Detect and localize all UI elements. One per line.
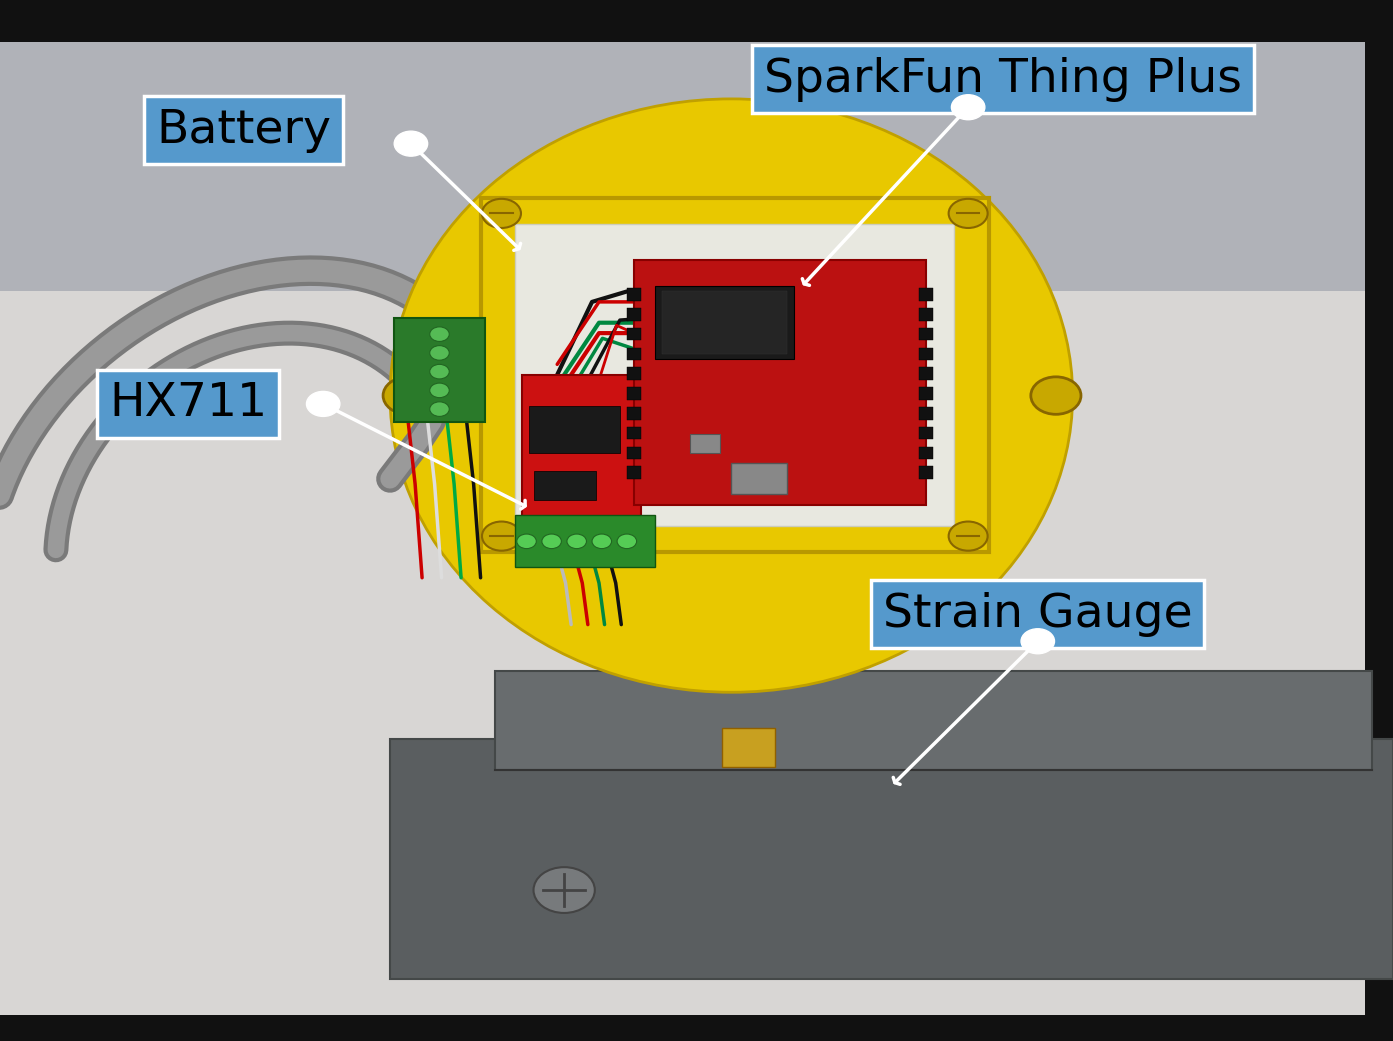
Circle shape [949,199,988,228]
Text: SparkFun Thing Plus: SparkFun Thing Plus [763,56,1243,102]
Circle shape [517,534,536,549]
FancyBboxPatch shape [919,328,933,340]
FancyBboxPatch shape [634,260,926,505]
FancyBboxPatch shape [1365,0,1393,1041]
FancyBboxPatch shape [534,471,596,500]
Circle shape [592,534,612,549]
FancyBboxPatch shape [655,286,794,359]
FancyBboxPatch shape [0,0,1393,42]
Circle shape [306,391,340,416]
FancyBboxPatch shape [394,318,485,422]
Circle shape [534,867,595,913]
FancyBboxPatch shape [627,308,641,321]
FancyBboxPatch shape [627,288,641,301]
FancyBboxPatch shape [919,427,933,439]
Text: HX711: HX711 [109,381,267,427]
FancyBboxPatch shape [0,291,1393,1041]
FancyBboxPatch shape [515,224,954,526]
FancyBboxPatch shape [690,434,720,453]
FancyBboxPatch shape [627,427,641,439]
Circle shape [1031,377,1081,414]
Circle shape [430,383,450,398]
FancyBboxPatch shape [390,739,1393,979]
Ellipse shape [390,99,1073,692]
FancyBboxPatch shape [919,288,933,301]
Circle shape [430,346,450,360]
Circle shape [1021,629,1055,654]
FancyBboxPatch shape [495,671,1372,770]
FancyBboxPatch shape [919,407,933,420]
FancyBboxPatch shape [919,308,933,321]
Circle shape [542,534,561,549]
FancyBboxPatch shape [0,1015,1393,1041]
FancyBboxPatch shape [919,447,933,459]
FancyBboxPatch shape [0,0,1393,291]
FancyBboxPatch shape [662,291,787,354]
Circle shape [949,522,988,551]
FancyBboxPatch shape [627,348,641,360]
FancyBboxPatch shape [627,447,641,459]
FancyBboxPatch shape [722,728,775,767]
FancyBboxPatch shape [522,375,641,520]
Circle shape [394,131,428,156]
FancyBboxPatch shape [627,407,641,420]
FancyBboxPatch shape [919,387,933,400]
Circle shape [567,534,586,549]
FancyBboxPatch shape [919,348,933,360]
FancyBboxPatch shape [627,387,641,400]
Circle shape [617,534,637,549]
FancyBboxPatch shape [919,466,933,479]
Circle shape [951,95,985,120]
Text: Strain Gauge: Strain Gauge [883,591,1192,637]
FancyBboxPatch shape [515,515,655,567]
FancyBboxPatch shape [919,367,933,380]
Circle shape [430,327,450,341]
Circle shape [383,377,433,414]
FancyBboxPatch shape [529,406,620,453]
Circle shape [430,402,450,416]
Text: Battery: Battery [156,107,332,153]
FancyBboxPatch shape [627,466,641,479]
FancyBboxPatch shape [731,463,787,494]
FancyBboxPatch shape [627,367,641,380]
Circle shape [482,522,521,551]
FancyBboxPatch shape [481,198,989,552]
Circle shape [482,199,521,228]
FancyBboxPatch shape [627,328,641,340]
Circle shape [430,364,450,379]
